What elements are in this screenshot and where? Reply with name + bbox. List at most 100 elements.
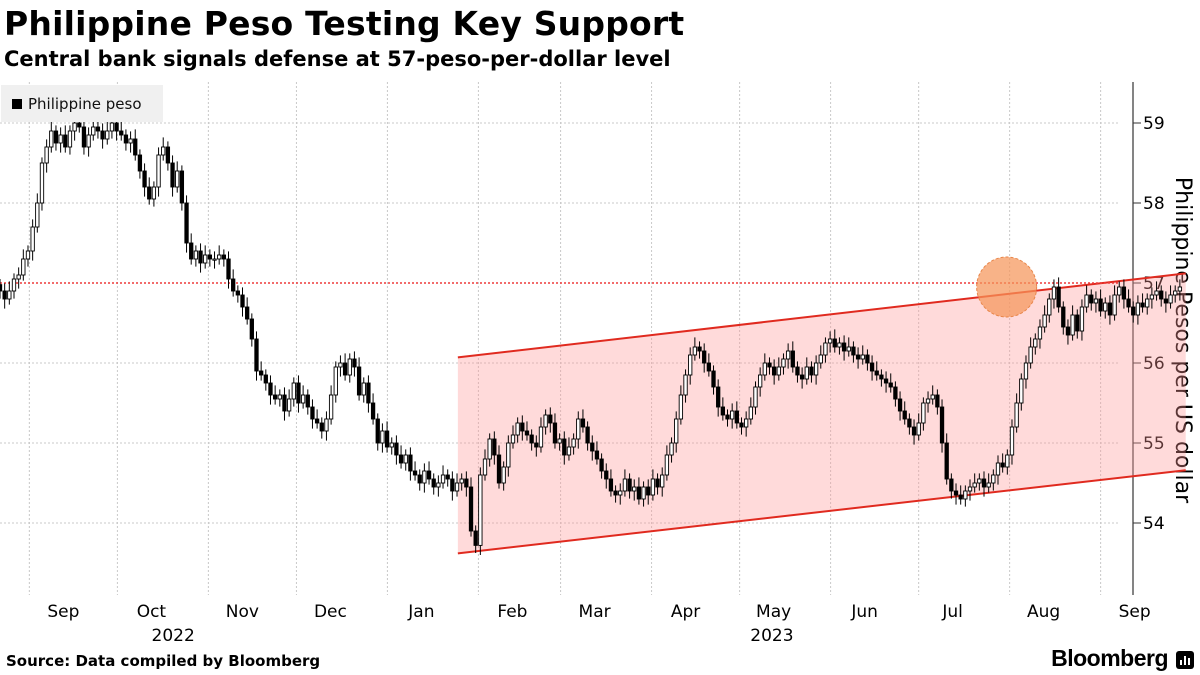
candle-body [91, 126, 96, 136]
candle-body [855, 354, 861, 360]
candle-body [893, 386, 898, 400]
candle-body [35, 202, 40, 228]
candle-body [837, 342, 842, 348]
y-tick-label: 55 [1143, 434, 1165, 454]
candle-body [711, 370, 716, 388]
candle-body [818, 354, 823, 364]
candle-body [30, 226, 35, 252]
candle-body [426, 470, 432, 480]
candle-body [963, 490, 968, 500]
candle-body [674, 418, 679, 444]
candle-body [11, 278, 17, 292]
candle-body [170, 162, 175, 188]
candle-body [1009, 426, 1015, 456]
candle-body [809, 366, 814, 376]
candle-body [25, 250, 31, 260]
candle-body [384, 430, 390, 448]
candle-body [1033, 338, 1038, 348]
candle-body [123, 134, 129, 144]
candle-body [1145, 298, 1150, 308]
candle-body [1000, 462, 1005, 468]
candle-body [49, 130, 54, 148]
candle-body [1037, 326, 1043, 340]
candle-body [1112, 294, 1117, 316]
candle-body [454, 482, 460, 492]
candle-body [53, 130, 59, 144]
x-tick-label: Oct [137, 602, 167, 622]
candle-body [557, 438, 562, 444]
candle-body [21, 258, 26, 276]
candle-body [403, 454, 408, 464]
candle-body [832, 338, 837, 348]
legend-label: Philippine peso [28, 94, 142, 113]
candle-body [450, 478, 455, 492]
candle-body [277, 394, 282, 400]
candle-body [328, 394, 334, 420]
candle-body [291, 382, 296, 400]
candle-body [720, 406, 725, 416]
candle-body [324, 418, 329, 432]
candle-body [305, 394, 310, 408]
candle-body [552, 422, 558, 444]
candle-body [529, 434, 534, 444]
candle-body [249, 318, 254, 340]
candle-body [380, 430, 385, 444]
candle-body [161, 146, 166, 156]
candle-body [226, 258, 231, 280]
candle-body [207, 254, 213, 260]
candle-body [58, 134, 63, 144]
candle-body [0, 284, 3, 292]
candle-body [338, 362, 343, 368]
candle-body [347, 358, 352, 376]
candle-body [585, 426, 590, 444]
candle-body [744, 418, 749, 428]
candle-body [1079, 306, 1085, 332]
candle-body [925, 398, 931, 404]
candle-body [72, 122, 77, 132]
candle-body [618, 490, 623, 496]
candle-body [935, 394, 940, 408]
candle-body [165, 146, 171, 164]
candle-body [534, 442, 539, 448]
candle-body [1051, 286, 1057, 300]
candle-body [1163, 298, 1169, 304]
candle-body [1126, 298, 1131, 308]
candle-body [827, 338, 833, 344]
x-tick-label: Aug [1027, 602, 1060, 622]
year-label: 2022 [152, 626, 195, 646]
x-tick-label: Mar [579, 602, 611, 622]
candle-body [1149, 294, 1155, 300]
candle-body [566, 446, 572, 456]
candle-body [869, 362, 875, 372]
y-tick-label: 57 [1143, 274, 1165, 294]
candle-body [440, 474, 446, 484]
candle-body [692, 346, 698, 356]
candle-body [697, 346, 702, 352]
candle-body [119, 130, 124, 136]
candle-body [688, 354, 693, 376]
candle-body [492, 438, 497, 456]
candle-body [599, 458, 604, 472]
candle-body [604, 470, 609, 480]
candle-body [1019, 378, 1024, 404]
brand-logo: Bloomberg [1051, 645, 1168, 671]
candle-body [1177, 286, 1183, 292]
candle-body [1159, 290, 1164, 300]
candle-body [916, 422, 921, 436]
candle-body [921, 402, 926, 424]
candle-body [646, 486, 651, 496]
candle-body [571, 438, 576, 448]
x-tick-label: Jul [941, 602, 963, 622]
candle-body [128, 138, 133, 144]
candle-body [730, 410, 735, 420]
y-tick-label: 54 [1143, 514, 1165, 534]
candle-body [771, 366, 777, 376]
candle-body [1056, 286, 1061, 308]
x-tick-label: Jun [850, 602, 878, 622]
candle-body [1154, 290, 1159, 296]
candle-body [790, 350, 795, 368]
y-tick-label: 56 [1143, 354, 1165, 374]
chart-subtitle: Central bank signals defense at 57-peso-… [4, 47, 671, 71]
candle-body [217, 254, 222, 260]
candle-body [286, 398, 292, 412]
